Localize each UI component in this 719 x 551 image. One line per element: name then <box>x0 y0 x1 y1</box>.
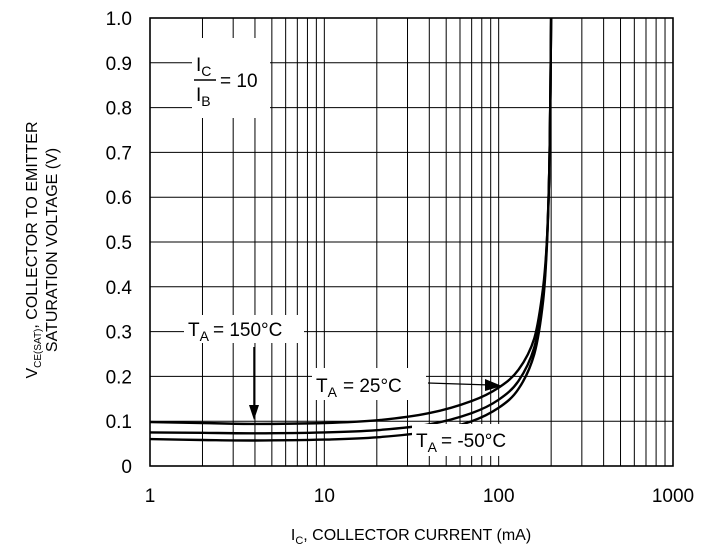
y-tick-label: 0.2 <box>106 367 132 388</box>
ratio-annotation: IC IB = 10 <box>194 55 258 109</box>
svg-text:VCE(SAT), COLLECTOR TO EMITTER: VCE(SAT), COLLECTOR TO EMITTER <box>24 121 44 378</box>
svg-text:IB: IB <box>196 85 211 109</box>
ratio-rest: = 10 <box>220 71 258 92</box>
x-tick-label: 100 <box>483 486 515 507</box>
x-tick-label: 10 <box>314 486 335 507</box>
label-neg50c-bg <box>412 424 528 456</box>
y-tick-label: 0 <box>121 457 132 478</box>
series-label-150c: TA = 150°C <box>188 320 282 344</box>
ratio-num-sub: C <box>201 63 211 79</box>
y-tick-label: 0.6 <box>106 188 132 209</box>
series-curve-2 <box>149 17 553 442</box>
y-tick-label: 0.5 <box>106 233 132 254</box>
label-25c-bg <box>312 368 426 400</box>
grid-lines <box>150 18 673 466</box>
y-axis-label: VCE(SAT), COLLECTOR TO EMITTER SATURATIO… <box>24 121 61 378</box>
ratio-den-sub: B <box>201 93 210 109</box>
arrow-25c-shaft <box>427 382 491 386</box>
arrow-150c-head <box>249 405 259 420</box>
ratio-den-main: I <box>196 85 201 106</box>
svg-text:IC: IC <box>196 55 211 79</box>
y-tick-label: 0.4 <box>106 278 133 299</box>
svg-text:SATURATION VOLTAGE (V): SATURATION VOLTAGE (V) <box>44 148 61 352</box>
curves <box>149 17 553 442</box>
arrow-25c-head <box>485 379 502 391</box>
ratio-label-bg <box>192 38 270 118</box>
y-tick-label: 0.9 <box>106 54 132 75</box>
y-tick-label: 0.7 <box>106 143 132 164</box>
plot-frame <box>149 17 674 467</box>
y-tick-label: 0.8 <box>106 99 132 120</box>
y-tick-labels: 0 0.1 0.2 0.3 0.4 0.5 0.6 0.7 0.8 0.9 1.0 <box>106 9 133 478</box>
y-tick-label: 1.0 <box>106 9 132 30</box>
x-tick-label: 1000 <box>652 486 694 507</box>
y-tick-label: 0.1 <box>106 412 132 433</box>
x-axis-label: IC, COLLECTOR CURRENT (mA) <box>291 527 531 547</box>
series-label-neg50c: TA = -50°C <box>416 431 506 455</box>
x-tick-label: 1 <box>145 486 156 507</box>
series-label-25c: TA = 25°C <box>316 376 402 400</box>
ratio-num-main: I <box>196 55 201 76</box>
x-tick-labels: 1 10 100 1000 <box>145 486 694 507</box>
label-150c-bg <box>184 315 304 343</box>
y-tick-label: 0.3 <box>106 323 132 344</box>
